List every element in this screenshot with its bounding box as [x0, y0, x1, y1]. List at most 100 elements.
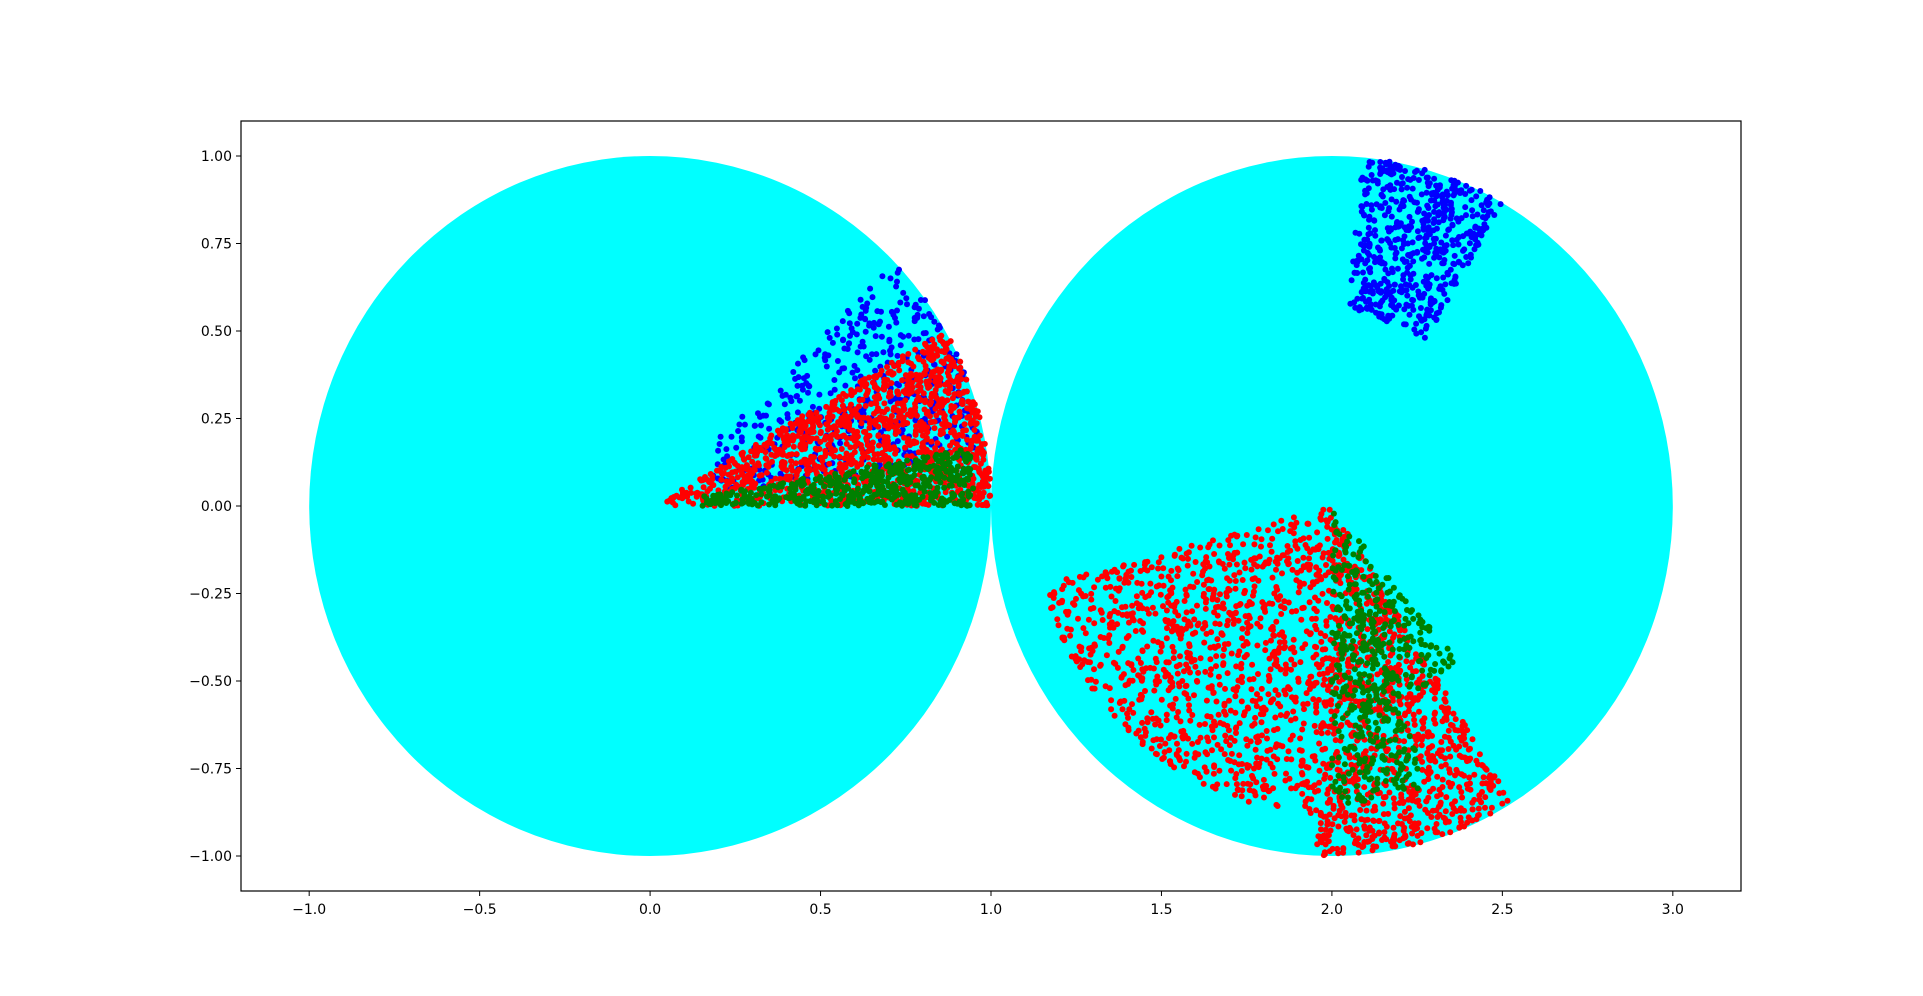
data-point: [1424, 825, 1431, 832]
data-point: [1463, 182, 1470, 189]
data-point: [949, 395, 956, 402]
data-point: [1255, 671, 1261, 677]
data-point: [1390, 795, 1397, 802]
data-point: [1152, 610, 1159, 617]
data-point: [1418, 830, 1425, 837]
data-point: [1428, 190, 1435, 197]
data-point: [911, 466, 918, 473]
data-point: [832, 470, 839, 477]
data-point: [884, 364, 890, 370]
data-point: [1380, 186, 1387, 193]
data-point: [894, 428, 901, 435]
data-point: [1329, 845, 1336, 852]
data-point: [915, 354, 921, 361]
data-point: [704, 488, 711, 495]
data-point: [1467, 251, 1474, 258]
data-point: [1318, 638, 1325, 645]
data-point: [787, 485, 794, 492]
data-point: [1447, 753, 1454, 760]
data-point: [984, 466, 991, 473]
data-point: [1255, 577, 1262, 584]
data-point: [1191, 692, 1197, 699]
data-point: [1465, 814, 1472, 821]
data-point: [864, 433, 871, 439]
data-point: [795, 374, 802, 381]
data-point: [852, 375, 858, 382]
data-point: [822, 351, 829, 358]
data-point: [1433, 250, 1440, 257]
data-point: [673, 492, 680, 499]
data-point: [763, 443, 770, 450]
data-point: [987, 492, 994, 499]
data-point: [1414, 825, 1421, 832]
data-point: [707, 498, 713, 505]
data-point: [899, 353, 906, 360]
data-point: [1298, 616, 1305, 623]
data-point: [1477, 188, 1484, 194]
data-point: [872, 421, 879, 428]
data-point: [1361, 671, 1368, 678]
data-point: [979, 502, 985, 508]
data-point: [875, 392, 882, 399]
data-point: [1392, 237, 1399, 243]
data-point: [1114, 664, 1121, 671]
data-point: [805, 411, 812, 418]
data-point: [702, 474, 708, 480]
data-point: [1368, 745, 1375, 752]
data-point: [1374, 256, 1381, 263]
data-point: [1419, 725, 1426, 732]
data-point: [887, 351, 894, 358]
data-point: [1273, 594, 1280, 601]
data-point: [918, 373, 925, 380]
data-point: [718, 476, 725, 483]
data-point: [927, 413, 933, 420]
data-point: [1388, 196, 1395, 203]
data-point: [1376, 817, 1383, 824]
data-point: [845, 470, 852, 477]
data-point: [836, 453, 843, 460]
data-point: [1369, 834, 1376, 840]
data-point: [781, 401, 788, 408]
data-point: [1319, 554, 1326, 561]
data-point: [1233, 663, 1240, 670]
data-point: [1391, 833, 1398, 840]
data-point: [1469, 736, 1476, 743]
data-point: [790, 443, 797, 450]
data-point: [1147, 580, 1154, 587]
data-point: [967, 492, 974, 499]
data-point: [1296, 579, 1303, 586]
data-point: [869, 294, 876, 301]
data-point: [1244, 640, 1251, 647]
data-point: [950, 359, 957, 366]
data-point: [1209, 596, 1216, 603]
data-point: [1385, 659, 1392, 665]
data-point: [1177, 653, 1183, 660]
data-point: [1239, 787, 1246, 794]
data-point: [832, 486, 839, 493]
data-point: [1214, 636, 1221, 643]
data-point: [925, 501, 932, 508]
data-point: [1351, 812, 1358, 819]
data-point: [1372, 232, 1379, 239]
data-point: [1319, 646, 1326, 653]
data-point: [1153, 751, 1160, 758]
data-point: [1397, 220, 1404, 227]
data-point: [786, 437, 793, 444]
data-point: [944, 468, 951, 475]
data-point: [1449, 801, 1455, 808]
data-point: [781, 426, 788, 433]
data-point: [854, 411, 861, 418]
data-point: [1406, 282, 1413, 289]
data-point: [877, 484, 884, 491]
data-point: [1309, 753, 1316, 760]
data-point: [1175, 567, 1182, 574]
data-point: [1097, 662, 1104, 669]
data-point: [1433, 317, 1440, 323]
data-point: [911, 438, 917, 445]
data-point: [794, 409, 801, 416]
data-point: [1080, 593, 1087, 600]
data-point: [1372, 301, 1379, 308]
data-point: [1065, 608, 1072, 615]
data-point: [1297, 659, 1304, 666]
data-point: [1394, 179, 1400, 186]
